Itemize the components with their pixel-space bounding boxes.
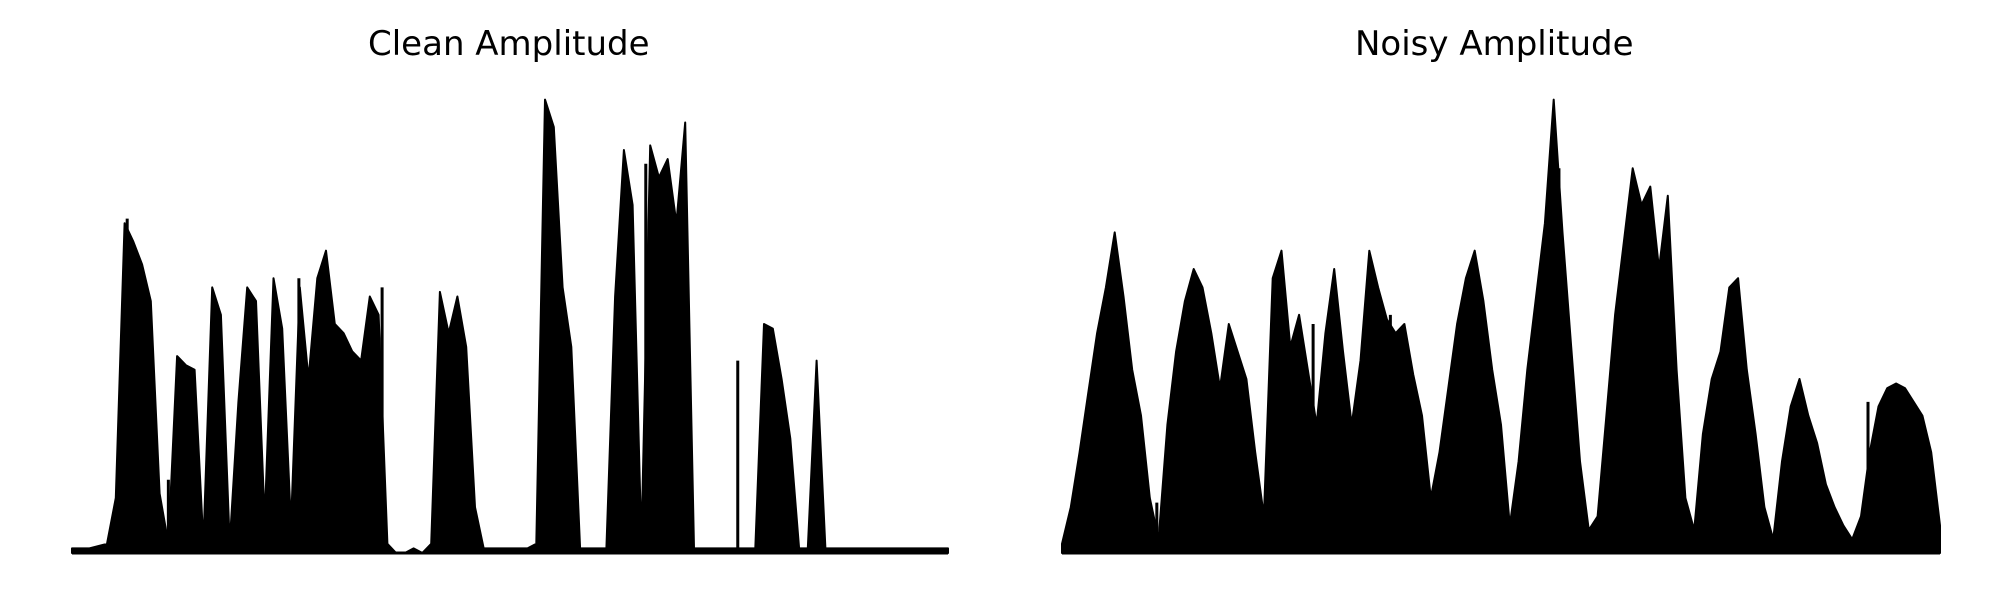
chart-title: Clean Amplitude: [368, 24, 650, 64]
noisy-amplitude-chart: [1061, 98, 1941, 555]
noisy-amplitude-panel: Noisy Amplitude: [1000, 0, 2000, 600]
clean-amplitude-panel: Clean Amplitude: [71, 24, 949, 555]
amplitude-area: [71, 98, 949, 554]
clean-amplitude-chart: [71, 98, 949, 555]
chart-title: Noisy Amplitude: [1355, 24, 1634, 64]
amplitude-area: [1061, 98, 1941, 554]
